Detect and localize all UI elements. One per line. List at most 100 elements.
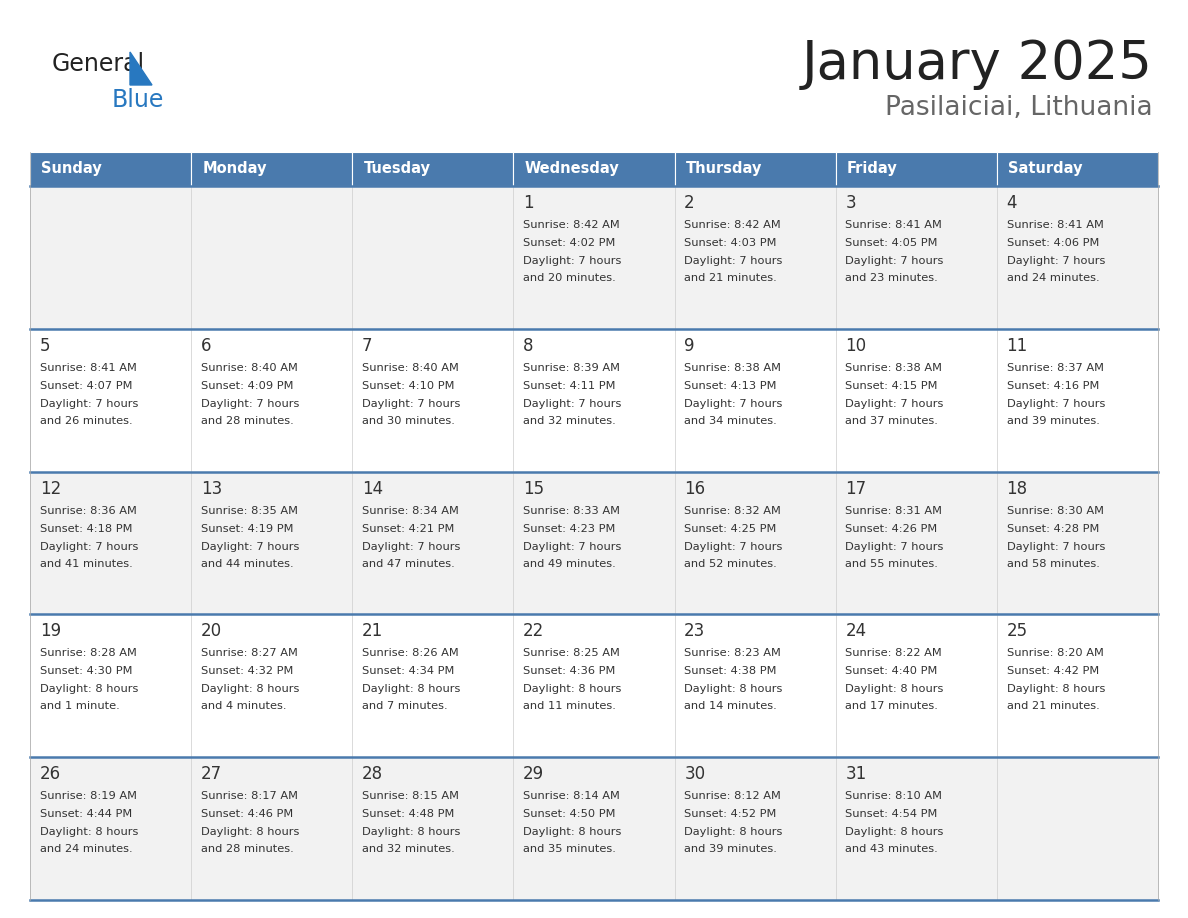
- FancyBboxPatch shape: [835, 472, 997, 614]
- Text: Sunset: 4:30 PM: Sunset: 4:30 PM: [39, 666, 132, 677]
- Text: Sunset: 4:36 PM: Sunset: 4:36 PM: [523, 666, 615, 677]
- Text: Daylight: 7 hours: Daylight: 7 hours: [684, 542, 783, 552]
- Text: and 23 minutes.: and 23 minutes.: [846, 273, 939, 283]
- Text: 18: 18: [1006, 479, 1028, 498]
- Text: 6: 6: [201, 337, 211, 354]
- Text: 8: 8: [523, 337, 533, 354]
- Text: Daylight: 8 hours: Daylight: 8 hours: [201, 685, 299, 694]
- FancyBboxPatch shape: [997, 757, 1158, 900]
- FancyBboxPatch shape: [835, 329, 997, 472]
- FancyBboxPatch shape: [835, 757, 997, 900]
- Text: 27: 27: [201, 766, 222, 783]
- Text: Daylight: 7 hours: Daylight: 7 hours: [684, 398, 783, 409]
- Text: 16: 16: [684, 479, 706, 498]
- Text: Daylight: 7 hours: Daylight: 7 hours: [684, 256, 783, 266]
- Text: Sunrise: 8:33 AM: Sunrise: 8:33 AM: [523, 506, 620, 516]
- Text: Daylight: 7 hours: Daylight: 7 hours: [39, 398, 138, 409]
- Text: Sunset: 4:15 PM: Sunset: 4:15 PM: [846, 381, 937, 391]
- FancyBboxPatch shape: [675, 329, 835, 472]
- Text: Sunset: 4:34 PM: Sunset: 4:34 PM: [362, 666, 454, 677]
- Text: and 39 minutes.: and 39 minutes.: [1006, 416, 1099, 426]
- FancyBboxPatch shape: [997, 329, 1158, 472]
- Text: Monday: Monday: [202, 162, 267, 176]
- Text: 9: 9: [684, 337, 695, 354]
- Text: and 24 minutes.: and 24 minutes.: [1006, 273, 1099, 283]
- Text: Sunset: 4:48 PM: Sunset: 4:48 PM: [362, 809, 454, 819]
- Text: Sunrise: 8:37 AM: Sunrise: 8:37 AM: [1006, 363, 1104, 373]
- Text: Daylight: 8 hours: Daylight: 8 hours: [362, 685, 460, 694]
- Text: Daylight: 8 hours: Daylight: 8 hours: [523, 827, 621, 837]
- Text: Sunset: 4:11 PM: Sunset: 4:11 PM: [523, 381, 615, 391]
- Text: Daylight: 7 hours: Daylight: 7 hours: [201, 398, 299, 409]
- FancyBboxPatch shape: [353, 186, 513, 329]
- Text: Daylight: 7 hours: Daylight: 7 hours: [39, 542, 138, 552]
- Text: Sunrise: 8:17 AM: Sunrise: 8:17 AM: [201, 791, 298, 801]
- FancyBboxPatch shape: [191, 152, 353, 186]
- Text: Sunrise: 8:26 AM: Sunrise: 8:26 AM: [362, 648, 459, 658]
- Text: Sunset: 4:52 PM: Sunset: 4:52 PM: [684, 809, 777, 819]
- Text: Sunset: 4:16 PM: Sunset: 4:16 PM: [1006, 381, 1099, 391]
- Text: Sunrise: 8:36 AM: Sunrise: 8:36 AM: [39, 506, 137, 516]
- FancyBboxPatch shape: [675, 472, 835, 614]
- FancyBboxPatch shape: [30, 329, 191, 472]
- FancyBboxPatch shape: [835, 186, 997, 329]
- FancyBboxPatch shape: [353, 614, 513, 757]
- Text: Sunrise: 8:40 AM: Sunrise: 8:40 AM: [201, 363, 298, 373]
- Text: Sunset: 4:38 PM: Sunset: 4:38 PM: [684, 666, 777, 677]
- Text: and 1 minute.: and 1 minute.: [39, 701, 120, 711]
- Text: 21: 21: [362, 622, 384, 641]
- FancyBboxPatch shape: [835, 152, 997, 186]
- Text: 5: 5: [39, 337, 50, 354]
- Text: Sunset: 4:25 PM: Sunset: 4:25 PM: [684, 523, 777, 533]
- Text: Daylight: 8 hours: Daylight: 8 hours: [846, 827, 943, 837]
- FancyBboxPatch shape: [997, 614, 1158, 757]
- Text: Daylight: 8 hours: Daylight: 8 hours: [39, 827, 138, 837]
- Text: Wednesday: Wednesday: [525, 162, 619, 176]
- Text: Sunset: 4:21 PM: Sunset: 4:21 PM: [362, 523, 454, 533]
- Text: Sunset: 4:05 PM: Sunset: 4:05 PM: [846, 238, 937, 248]
- Text: Sunrise: 8:15 AM: Sunrise: 8:15 AM: [362, 791, 459, 801]
- Text: Sunset: 4:50 PM: Sunset: 4:50 PM: [523, 809, 615, 819]
- FancyBboxPatch shape: [513, 472, 675, 614]
- Text: and 37 minutes.: and 37 minutes.: [846, 416, 939, 426]
- FancyBboxPatch shape: [675, 152, 835, 186]
- Text: 22: 22: [523, 622, 544, 641]
- FancyBboxPatch shape: [835, 614, 997, 757]
- Text: Sunset: 4:28 PM: Sunset: 4:28 PM: [1006, 523, 1099, 533]
- Text: Daylight: 7 hours: Daylight: 7 hours: [846, 256, 943, 266]
- Text: 14: 14: [362, 479, 383, 498]
- Text: 11: 11: [1006, 337, 1028, 354]
- Text: Tuesday: Tuesday: [364, 162, 430, 176]
- FancyBboxPatch shape: [997, 472, 1158, 614]
- Text: and 14 minutes.: and 14 minutes.: [684, 701, 777, 711]
- Text: 28: 28: [362, 766, 383, 783]
- Text: Sunrise: 8:42 AM: Sunrise: 8:42 AM: [684, 220, 781, 230]
- Text: Sunset: 4:54 PM: Sunset: 4:54 PM: [846, 809, 937, 819]
- Text: Daylight: 7 hours: Daylight: 7 hours: [523, 542, 621, 552]
- Text: Sunrise: 8:22 AM: Sunrise: 8:22 AM: [846, 648, 942, 658]
- Text: Daylight: 8 hours: Daylight: 8 hours: [1006, 685, 1105, 694]
- Text: and 43 minutes.: and 43 minutes.: [846, 845, 939, 855]
- FancyBboxPatch shape: [30, 186, 191, 329]
- Text: 29: 29: [523, 766, 544, 783]
- FancyBboxPatch shape: [191, 186, 353, 329]
- Text: Sunset: 4:09 PM: Sunset: 4:09 PM: [201, 381, 293, 391]
- Text: Sunrise: 8:42 AM: Sunrise: 8:42 AM: [523, 220, 620, 230]
- Text: Friday: Friday: [847, 162, 898, 176]
- FancyBboxPatch shape: [30, 472, 191, 614]
- Text: Sunset: 4:18 PM: Sunset: 4:18 PM: [39, 523, 132, 533]
- Text: 4: 4: [1006, 194, 1017, 212]
- Text: Daylight: 8 hours: Daylight: 8 hours: [846, 685, 943, 694]
- FancyBboxPatch shape: [353, 329, 513, 472]
- Text: Sunrise: 8:12 AM: Sunrise: 8:12 AM: [684, 791, 782, 801]
- Text: Daylight: 7 hours: Daylight: 7 hours: [846, 542, 943, 552]
- Text: 26: 26: [39, 766, 61, 783]
- Text: Daylight: 7 hours: Daylight: 7 hours: [362, 398, 460, 409]
- Text: Sunday: Sunday: [42, 162, 102, 176]
- FancyBboxPatch shape: [513, 186, 675, 329]
- Text: Sunrise: 8:34 AM: Sunrise: 8:34 AM: [362, 506, 459, 516]
- Text: Sunset: 4:46 PM: Sunset: 4:46 PM: [201, 809, 293, 819]
- Text: Thursday: Thursday: [685, 162, 763, 176]
- FancyBboxPatch shape: [675, 186, 835, 329]
- Text: Daylight: 8 hours: Daylight: 8 hours: [201, 827, 299, 837]
